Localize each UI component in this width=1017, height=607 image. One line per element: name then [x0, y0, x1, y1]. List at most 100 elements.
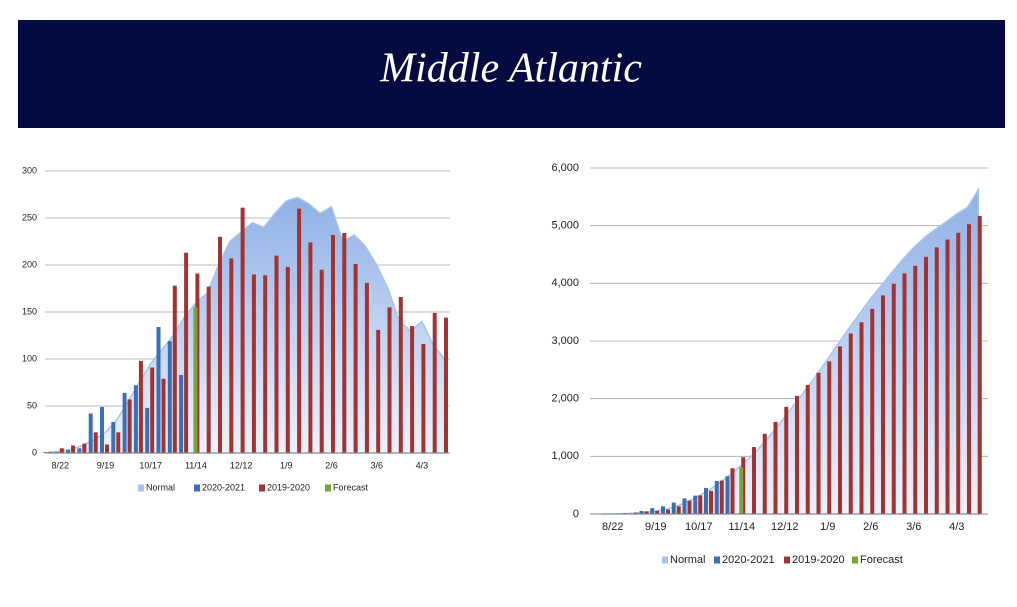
bar [784, 407, 788, 514]
bar [731, 468, 735, 514]
bar [410, 326, 414, 453]
bar [263, 275, 267, 453]
y-tick-label: 200 [22, 259, 37, 269]
x-tick-label: 4/3 [949, 521, 964, 533]
bar [666, 510, 670, 514]
bar [709, 491, 713, 514]
legend-label: Forecast [333, 482, 369, 492]
legend-swatch [194, 485, 200, 492]
bar [924, 257, 928, 514]
bar [688, 501, 692, 514]
legend-label: 2019-2020 [792, 554, 845, 566]
y-tick-label: 0 [573, 508, 579, 520]
legend-swatch [325, 485, 331, 492]
bar [168, 341, 172, 453]
bar [683, 498, 687, 514]
x-tick-label: 1/9 [820, 521, 835, 533]
bar [105, 445, 109, 453]
bar [128, 399, 132, 453]
bar [693, 496, 697, 514]
bar [967, 224, 971, 514]
legend-swatch [138, 485, 144, 492]
bar [275, 256, 279, 453]
x-tick-label: 1/9 [280, 460, 293, 470]
y-tick-label: 0 [32, 447, 37, 457]
bar [331, 235, 335, 453]
x-tick-label: 9/19 [645, 521, 666, 533]
legend-label: 2020-2021 [202, 482, 245, 492]
bar [162, 379, 166, 453]
bar [720, 481, 724, 514]
bar [354, 264, 358, 453]
bar [870, 309, 874, 514]
bar [308, 242, 312, 453]
bar [111, 422, 115, 453]
x-tick-label: 2/6 [325, 460, 338, 470]
bar [715, 481, 719, 514]
bar [193, 307, 197, 453]
bar [827, 361, 831, 514]
bar [94, 432, 98, 453]
bar [935, 247, 939, 514]
bar [978, 216, 982, 514]
x-tick-label: 8/22 [52, 460, 70, 470]
bar [421, 344, 425, 453]
bar [184, 253, 188, 453]
bar [838, 346, 842, 514]
x-tick-label: 9/19 [97, 460, 115, 470]
bar [100, 407, 104, 453]
legend-swatch [662, 557, 668, 564]
legend-label: 2019-2020 [267, 482, 310, 492]
bar [157, 327, 161, 453]
x-tick-label: 11/14 [185, 460, 207, 470]
legend-swatch [852, 557, 858, 564]
bar [150, 367, 154, 453]
bar [881, 295, 885, 514]
normal-area [49, 197, 445, 453]
x-tick-label: 3/6 [370, 460, 383, 470]
bar [297, 209, 301, 453]
bar [286, 267, 290, 453]
x-tick-label: 12/12 [230, 460, 253, 470]
x-tick-label: 12/12 [771, 521, 799, 533]
y-tick-label: 2,000 [551, 393, 579, 405]
bar [913, 266, 917, 514]
bar [903, 273, 907, 514]
legend-label: 2020-2021 [722, 554, 775, 566]
bar [672, 503, 676, 514]
legend-swatch [714, 557, 720, 564]
x-tick-label: 10/17 [685, 521, 713, 533]
bar [399, 297, 403, 453]
bar [726, 476, 730, 514]
x-tick-label: 11/14 [728, 521, 755, 533]
bar [795, 396, 799, 514]
bar [376, 330, 380, 453]
bar [77, 448, 81, 453]
bar [123, 393, 127, 453]
bar [60, 448, 64, 453]
x-tick-label: 3/6 [906, 521, 921, 533]
bar [704, 488, 708, 514]
bar [134, 385, 138, 453]
y-tick-label: 250 [22, 212, 37, 222]
y-tick-label: 3,000 [551, 335, 579, 347]
y-tick-label: 300 [22, 165, 37, 175]
bar [752, 447, 756, 514]
x-tick-label: 4/3 [416, 460, 429, 470]
bar [320, 270, 324, 453]
bar [365, 283, 369, 453]
y-tick-label: 4,000 [551, 277, 579, 289]
bar [650, 508, 654, 514]
bar [817, 373, 821, 514]
legend-label: Normal [670, 554, 705, 566]
bar [739, 467, 743, 514]
y-tick-label: 5,000 [551, 220, 579, 232]
normal-area [602, 190, 978, 514]
bar [661, 506, 665, 514]
bar [388, 307, 392, 453]
bar [433, 313, 437, 453]
bar [892, 284, 896, 514]
bar [116, 432, 120, 453]
bar [89, 414, 93, 453]
